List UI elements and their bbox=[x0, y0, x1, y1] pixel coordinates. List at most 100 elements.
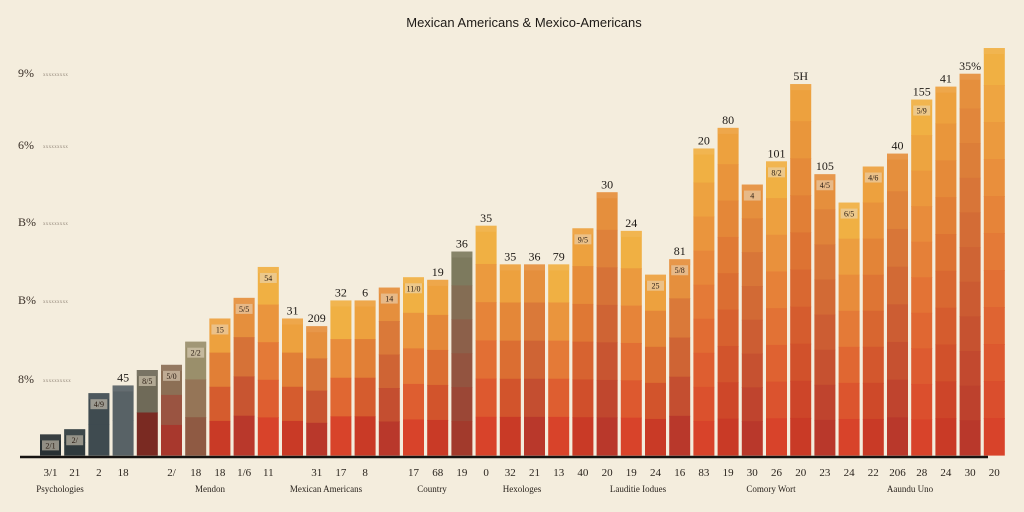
y-tick-label: 9% bbox=[18, 66, 34, 80]
inbar-label: 15 bbox=[216, 325, 224, 334]
bar-group: 9/5 bbox=[572, 228, 594, 456]
inbar-label: 11/0 bbox=[407, 284, 421, 293]
bar-segment bbox=[306, 390, 328, 424]
bar-segment bbox=[669, 337, 691, 378]
bar-segment bbox=[814, 279, 836, 316]
bar-cap bbox=[572, 228, 594, 235]
inbar-label-bg bbox=[405, 283, 422, 294]
bar-group: 5/5 bbox=[233, 297, 255, 456]
bar-segment bbox=[596, 304, 618, 344]
bar-group: 35 bbox=[499, 249, 521, 456]
bar-segment bbox=[693, 250, 715, 286]
bar-group: 25 bbox=[645, 274, 666, 456]
bar-value-label: 32 bbox=[335, 285, 347, 299]
bar-segment bbox=[814, 349, 836, 386]
bar-value-label: 35% bbox=[959, 59, 981, 73]
bar-segment bbox=[862, 238, 884, 276]
bar-value-label: 45 bbox=[117, 370, 129, 384]
bar-cap bbox=[88, 393, 110, 400]
bar-group: 24 bbox=[620, 216, 642, 456]
bar-segment bbox=[959, 281, 981, 317]
bar-segment bbox=[499, 264, 521, 304]
x-tick-label: 32 bbox=[505, 467, 516, 479]
bar-segment bbox=[378, 354, 400, 389]
bar-segment bbox=[161, 424, 182, 456]
x-tick-label: 30 bbox=[965, 467, 977, 479]
bar-segment bbox=[548, 340, 570, 380]
bar-segment bbox=[403, 348, 424, 385]
bar-cap bbox=[40, 434, 61, 441]
x-group-label: Psychologies bbox=[36, 484, 84, 494]
bar-segment bbox=[620, 268, 642, 307]
bar-segment bbox=[887, 417, 908, 456]
bar-segment bbox=[427, 314, 449, 351]
bar-segment bbox=[475, 416, 497, 456]
bar-segment bbox=[959, 73, 981, 110]
inbar-label-bg bbox=[66, 435, 84, 446]
bar-cap bbox=[403, 277, 424, 284]
bar-segment bbox=[983, 381, 1005, 419]
bar-cap bbox=[717, 127, 739, 134]
inbar-label: 14 bbox=[385, 295, 393, 304]
bar-value-label: 31 bbox=[287, 303, 299, 317]
bar-cap bbox=[161, 364, 182, 371]
bar-segment bbox=[790, 380, 812, 419]
bar-segment bbox=[88, 424, 110, 456]
bar-segment bbox=[403, 419, 424, 456]
x-tick-label: 2 bbox=[96, 467, 102, 479]
bar-segment bbox=[741, 353, 763, 388]
bar-segment bbox=[427, 279, 449, 316]
bar-segment bbox=[548, 302, 570, 342]
x-tick-label: 17 bbox=[408, 467, 420, 479]
bar-segment bbox=[935, 160, 957, 198]
bar-segment bbox=[814, 419, 836, 456]
y-tick-note: xxxxxxxxx bbox=[43, 73, 68, 78]
x-group-label: Country bbox=[417, 484, 447, 494]
bar-segment bbox=[64, 442, 86, 456]
bar-segment bbox=[838, 418, 860, 456]
bar-segment bbox=[257, 417, 279, 456]
x-tick-label: 83 bbox=[698, 467, 710, 479]
bar-value-label: 105 bbox=[816, 159, 834, 173]
bar-segment bbox=[620, 417, 642, 456]
x-tick-label: 8 bbox=[362, 467, 368, 479]
bar-segment bbox=[717, 418, 739, 456]
bar-segment bbox=[862, 346, 884, 384]
bar-segment bbox=[766, 308, 787, 346]
bar-segment bbox=[814, 209, 836, 246]
bar-group: 80 bbox=[717, 113, 739, 456]
bar-segment bbox=[959, 247, 981, 283]
bar-segment bbox=[499, 416, 521, 456]
inbar-label-bg bbox=[235, 303, 253, 314]
bar-value-label: 40 bbox=[892, 139, 904, 153]
x-tick-label: 26 bbox=[771, 467, 783, 479]
bar-segment bbox=[887, 341, 908, 381]
bar-segment bbox=[524, 302, 545, 342]
x-tick-label: 0 bbox=[483, 467, 489, 479]
x-tick-label: 19 bbox=[723, 467, 735, 479]
bar-cap bbox=[790, 84, 812, 91]
bar-segment bbox=[136, 412, 158, 456]
x-tick-label: 3/1 bbox=[43, 467, 57, 479]
bar-segment bbox=[693, 318, 715, 354]
bar-group: 5H bbox=[790, 69, 812, 456]
bar-segment bbox=[475, 378, 497, 418]
bar-cap bbox=[766, 161, 787, 168]
bar-segment bbox=[766, 418, 787, 456]
bar-segment bbox=[935, 307, 957, 346]
bar-segment bbox=[790, 158, 812, 196]
bar-segment bbox=[499, 340, 521, 380]
bar-segment bbox=[959, 420, 981, 456]
bar-segment bbox=[693, 284, 715, 320]
bar-segment bbox=[257, 379, 279, 418]
bar-group: 4/9 bbox=[88, 393, 110, 456]
bar-segment bbox=[524, 340, 545, 380]
bar-cap bbox=[185, 341, 207, 348]
bar-segment bbox=[693, 182, 715, 218]
bar-segment bbox=[959, 351, 981, 387]
x-tick-label: 17 bbox=[335, 467, 347, 479]
bar-segment bbox=[862, 274, 884, 312]
x-group-label: Comory Wort bbox=[746, 484, 796, 494]
inbar-label-bg bbox=[768, 167, 785, 178]
x-tick-label: 40 bbox=[577, 467, 589, 479]
